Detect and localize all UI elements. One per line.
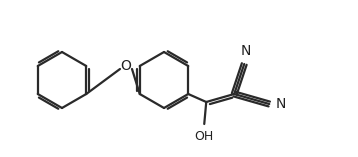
Text: N: N [241,44,251,58]
Text: OH: OH [195,130,214,143]
Text: N: N [275,97,286,111]
Text: O: O [121,59,131,73]
